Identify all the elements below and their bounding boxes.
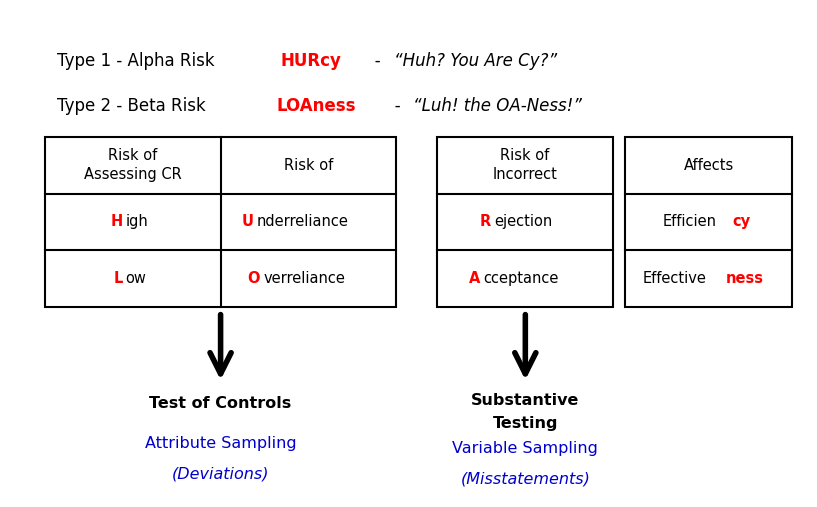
Text: R: R: [480, 214, 491, 229]
Text: (Deviations): (Deviations): [172, 466, 270, 482]
Text: LOAness: LOAness: [276, 97, 355, 116]
Text: O: O: [248, 271, 260, 286]
Text: L: L: [114, 271, 123, 286]
Text: Attribute Sampling: Attribute Sampling: [145, 436, 297, 451]
Text: A: A: [469, 271, 480, 286]
Text: Affects: Affects: [684, 158, 734, 173]
Text: Efficien: Efficien: [663, 214, 717, 229]
Text: Risk of
Assessing CR: Risk of Assessing CR: [84, 149, 181, 182]
Bar: [45, 137, 396, 307]
Text: H: H: [110, 214, 123, 229]
Text: Type 1 - Alpha Risk: Type 1 - Alpha Risk: [57, 52, 230, 70]
Text: Type 2 - Beta Risk: Type 2 - Beta Risk: [57, 97, 227, 116]
Text: -: -: [379, 97, 406, 116]
Text: “Huh? You Are Cy?”: “Huh? You Are Cy?”: [394, 52, 557, 70]
Text: (Misstatements): (Misstatements): [461, 472, 590, 487]
Text: Risk of: Risk of: [283, 158, 333, 173]
Text: ejection: ejection: [494, 214, 553, 229]
Text: Variable Sampling: Variable Sampling: [453, 441, 598, 456]
Bar: [625, 137, 792, 307]
Bar: [437, 137, 613, 307]
Text: igh: igh: [126, 214, 149, 229]
Text: “Luh! the OA-Ness!”: “Luh! the OA-Ness!”: [413, 97, 583, 116]
Text: cy: cy: [732, 214, 750, 229]
Text: Substantive: Substantive: [471, 393, 579, 408]
Text: Effective: Effective: [643, 271, 707, 286]
Text: ow: ow: [125, 271, 146, 286]
Text: Test of Controls: Test of Controls: [150, 395, 292, 411]
Text: HURcy: HURcy: [281, 52, 342, 70]
Text: nderreliance: nderreliance: [257, 214, 349, 229]
Text: Testing: Testing: [493, 416, 558, 431]
Text: ness: ness: [725, 271, 763, 286]
Text: cceptance: cceptance: [484, 271, 559, 286]
Text: -: -: [359, 52, 386, 70]
Text: U: U: [241, 214, 253, 229]
Text: verreliance: verreliance: [264, 271, 346, 286]
Text: Risk of
Incorrect: Risk of Incorrect: [493, 149, 557, 182]
